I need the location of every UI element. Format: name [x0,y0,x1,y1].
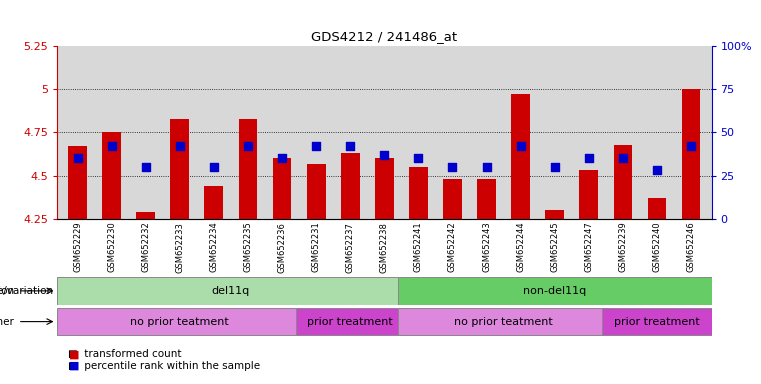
Text: genotype/variation: genotype/variation [0,286,56,296]
Bar [477,179,496,219]
Bar [341,153,360,219]
Bar [136,212,155,219]
Bar [546,210,564,219]
Text: no prior teatment: no prior teatment [454,316,553,327]
Text: ■  transformed count: ■ transformed count [68,349,182,359]
Point [72,156,84,162]
Title: GDS4212 / 241486_at: GDS4212 / 241486_at [311,30,457,43]
Point [412,156,425,162]
Bar [272,159,291,219]
Bar [102,132,121,219]
Text: prior treatment: prior treatment [614,316,700,327]
Point [549,164,561,170]
Bar [398,277,712,305]
Bar [579,170,598,219]
Point [208,164,220,170]
Point [685,143,697,149]
Bar [375,159,393,219]
Point [378,152,390,158]
Bar [57,308,302,336]
Bar [239,119,257,219]
Point [447,164,459,170]
Text: non-del11q: non-del11q [523,286,587,296]
Text: ■: ■ [68,349,79,359]
Point [480,164,492,170]
Point [310,143,322,149]
Bar [613,145,632,219]
Point [514,143,527,149]
Text: other: other [0,316,14,327]
Text: ■  percentile rank within the sample: ■ percentile rank within the sample [68,361,260,371]
Bar [205,186,223,219]
Point [617,156,629,162]
Point [651,167,663,174]
Bar [57,277,405,305]
Point [583,156,595,162]
Bar [603,308,712,336]
Text: del11q: del11q [212,286,250,296]
Text: genotype/variation: genotype/variation [0,286,14,296]
Bar [443,179,462,219]
Bar [170,119,189,219]
Bar [398,308,610,336]
Bar [296,308,405,336]
Point [242,143,254,149]
Bar [682,89,700,219]
Text: prior treatment: prior treatment [307,316,393,327]
Point [276,156,288,162]
Point [139,164,151,170]
Text: no prior teatment: no prior teatment [130,316,229,327]
Point [174,143,186,149]
Bar [511,94,530,219]
Bar [307,164,326,219]
Bar [648,198,667,219]
Bar [68,146,87,219]
Point [344,143,356,149]
Text: ■: ■ [68,361,79,371]
Bar [409,167,428,219]
Point [106,143,118,149]
